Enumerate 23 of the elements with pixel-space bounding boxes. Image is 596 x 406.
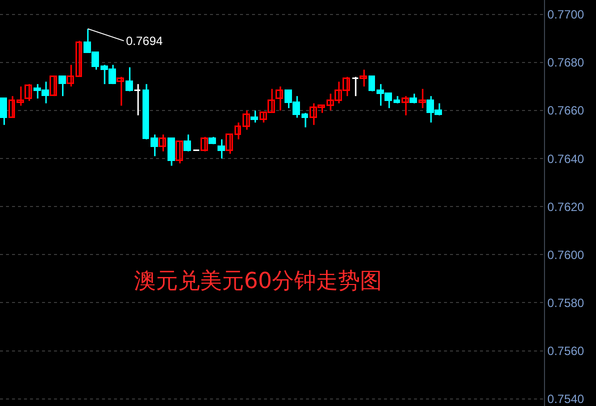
y-tick-label: 0.7560: [547, 344, 584, 358]
annotation: 0.7694: [126, 34, 164, 48]
candlestick: [200, 136, 208, 152]
candlestick: [360, 68, 367, 88]
y-tick-label: 0.7620: [547, 200, 584, 214]
y-tick-label: 0.7600: [547, 248, 584, 262]
y-tick-label: 0.7540: [547, 392, 584, 406]
y-tick-label: 0.7680: [547, 56, 584, 70]
text: 澳元兑美元60分钟走势图: [134, 269, 382, 294]
candlestick: [134, 83, 141, 116]
candlestick: [402, 95, 409, 116]
candlestick: [176, 140, 183, 164]
candlestick: [116, 76, 124, 106]
y-tick-label: 0.7700: [547, 8, 584, 22]
candlestick: [418, 88, 426, 109]
candlestick: [50, 76, 57, 97]
candlestick: [276, 86, 283, 112]
candlestick: [352, 76, 359, 97]
y-tick-label: 0.7640: [547, 152, 584, 166]
candlestick: [158, 134, 166, 152]
y-tick-label: 0.7580: [547, 296, 584, 310]
y-tick-label: 0.7660: [547, 104, 584, 118]
candlestick: [24, 83, 32, 102]
